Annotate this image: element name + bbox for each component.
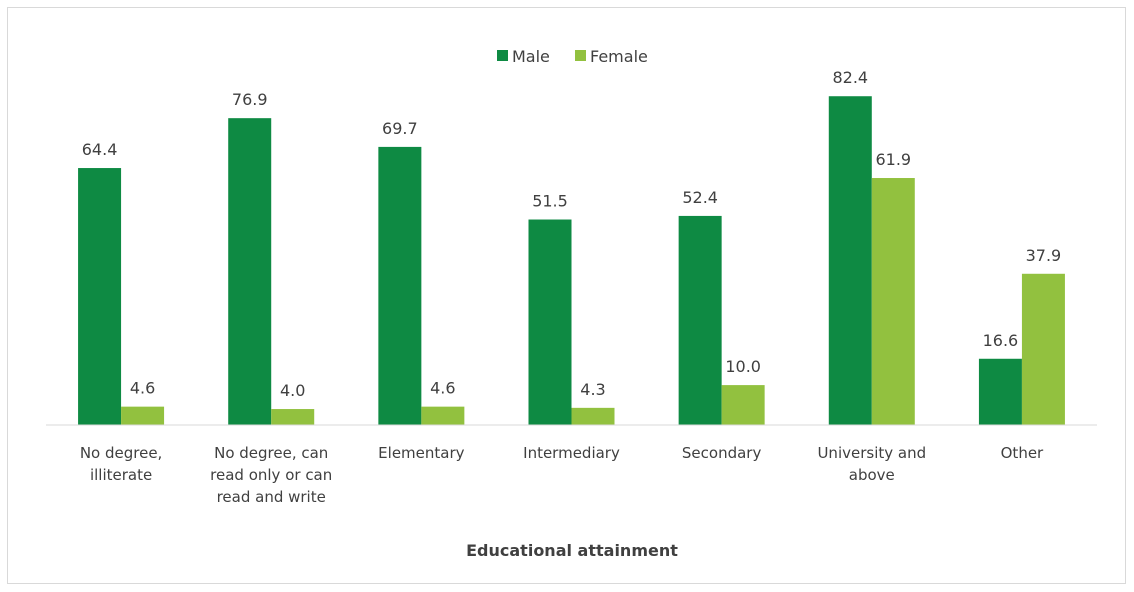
bars-group: 64.4 4.6 76.9 4.0 69.7 4.6 51.5 4.3 52.4 10.0 82.4… — [78, 68, 1065, 425]
data-label-female-5: 61.9 — [875, 150, 911, 169]
bar-female-5 — [871, 178, 915, 425]
x-axis-title: Educational attainment — [466, 541, 678, 560]
data-label-male-5: 82.4 — [832, 68, 868, 87]
bar-female-0 — [121, 406, 165, 425]
bar-male-2 — [378, 146, 422, 425]
legend-label-female: Female — [590, 47, 648, 66]
legend-label-male: Male — [512, 47, 550, 66]
data-label-female-4: 10.0 — [725, 357, 761, 376]
bar-male-6 — [978, 358, 1022, 425]
x-tick-label-0: No degree, illiterate — [80, 444, 163, 484]
bar-male-0 — [78, 168, 122, 425]
legend: Male Female — [497, 47, 648, 66]
data-label-female-1: 4.0 — [280, 381, 305, 400]
data-label-male-4: 52.4 — [682, 188, 718, 207]
data-label-female-2: 4.6 — [430, 379, 455, 398]
x-tick-label-2: Elementary — [378, 444, 464, 462]
bar-female-1 — [271, 409, 315, 425]
data-label-male-0: 64.4 — [82, 140, 118, 159]
data-label-male-2: 69.7 — [382, 119, 418, 138]
data-label-female-3: 4.3 — [580, 380, 605, 399]
x-tick-labels: No degree, illiterate No degree, can read o… — [80, 444, 1044, 506]
legend-swatch-male — [497, 50, 508, 61]
data-label-male-6: 16.6 — [983, 331, 1019, 350]
x-tick-label-1: No degree, can read only or can read and w… — [210, 444, 332, 506]
data-label-female-6: 37.9 — [1026, 246, 1062, 265]
legend-swatch-female — [575, 50, 586, 61]
bar-male-1 — [228, 118, 272, 425]
bar-female-3 — [571, 407, 615, 425]
bar-male-5 — [828, 96, 872, 425]
bar-male-3 — [528, 219, 572, 425]
x-tick-label-4: Secondary — [682, 444, 762, 462]
x-tick-label-6: Other — [1001, 444, 1044, 462]
data-label-male-3: 51.5 — [532, 192, 568, 211]
data-label-male-1: 76.9 — [232, 90, 268, 109]
bar-female-2 — [421, 406, 465, 425]
bar-male-4 — [678, 215, 722, 425]
x-tick-label-3: Intermediary — [523, 444, 620, 462]
x-tick-label-5: University and above — [817, 444, 926, 484]
data-label-female-0: 4.6 — [130, 379, 155, 398]
bar-female-4 — [721, 385, 765, 425]
bar-female-6 — [1021, 273, 1065, 425]
